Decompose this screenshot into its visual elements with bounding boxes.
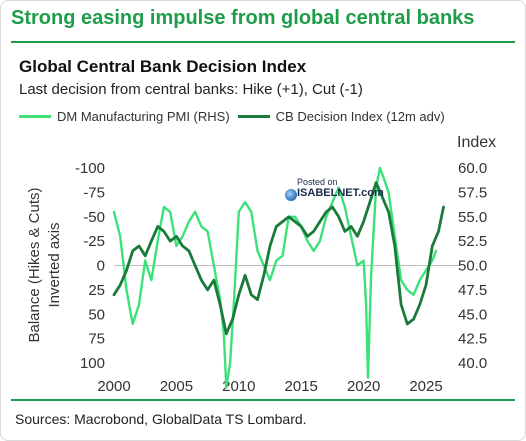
- right-axis-title: Index: [457, 134, 497, 151]
- legend-label-cb: CB Decision Index (12m adv): [275, 109, 445, 124]
- right-tick-label: 42.5: [458, 331, 487, 348]
- chart-subtitle: Last decision from central banks: Hike (…: [19, 81, 363, 98]
- right-tick-label: 60.0: [458, 160, 487, 177]
- headline: Strong easing impulse from global centra…: [11, 7, 475, 29]
- right-tick-label: 57.5: [458, 184, 487, 201]
- left-tick-label: -100: [75, 160, 105, 177]
- legend: DM Manufacturing PMI (RHS) CB Decision I…: [19, 109, 445, 124]
- watermark: Posted on ISABELNET.com: [297, 177, 384, 199]
- x-tick-label: 2020: [347, 378, 380, 395]
- footer-divider: [11, 399, 515, 401]
- globe-icon: [285, 189, 297, 201]
- series-line-cb: [112, 181, 445, 336]
- left-tick-label: -75: [83, 184, 105, 201]
- legend-item-pmi: DM Manufacturing PMI (RHS): [19, 109, 230, 124]
- right-tick-label: 40.0: [458, 355, 487, 372]
- x-tick-label: 2010: [222, 378, 255, 395]
- legend-item-cb: CB Decision Index (12m adv): [237, 109, 445, 124]
- x-tick-label: 2025: [409, 378, 442, 395]
- right-tick-label: 50.0: [458, 258, 487, 275]
- legend-swatch-pmi: [19, 115, 51, 118]
- legend-swatch-cb: [237, 115, 270, 118]
- chart-title: Global Central Bank Decision Index: [19, 57, 307, 76]
- left-tick-label: 75: [88, 331, 105, 348]
- right-tick-label: 45.0: [458, 306, 487, 323]
- left-tick-label: 100: [80, 355, 105, 372]
- left-tick-label: -50: [83, 209, 105, 226]
- left-axis-title: Balance (Hikes & Cuts): [26, 187, 43, 342]
- watermark-line1: Posted on: [297, 177, 338, 187]
- right-tick-label: 55.0: [458, 209, 487, 226]
- left-tick-label: 50: [88, 306, 105, 323]
- left-tick-label: 25: [88, 282, 105, 299]
- left-tick-label: -25: [83, 233, 105, 250]
- right-tick-label: 47.5: [458, 282, 487, 299]
- x-tick-label: 2005: [160, 378, 193, 395]
- left-tick-label: 0: [97, 258, 105, 275]
- x-tick-label: 2015: [285, 378, 318, 395]
- right-tick-label: 52.5: [458, 233, 487, 250]
- left-axis-note: Inverted axis: [46, 222, 63, 307]
- x-tick-label: 2000: [97, 378, 130, 395]
- legend-label-pmi: DM Manufacturing PMI (RHS): [57, 109, 230, 124]
- watermark-line2: ISABELNET.com: [297, 187, 384, 199]
- header-divider: [11, 41, 515, 43]
- source-note: Sources: Macrobond, GlobalData TS Lombar…: [15, 411, 307, 427]
- line-chart: -100 -75 -50 -25 0 25 50 75 100 60.0 57.5 55.0 52.5 5…: [26, 160, 487, 395]
- series-line-pmi: [112, 166, 438, 389]
